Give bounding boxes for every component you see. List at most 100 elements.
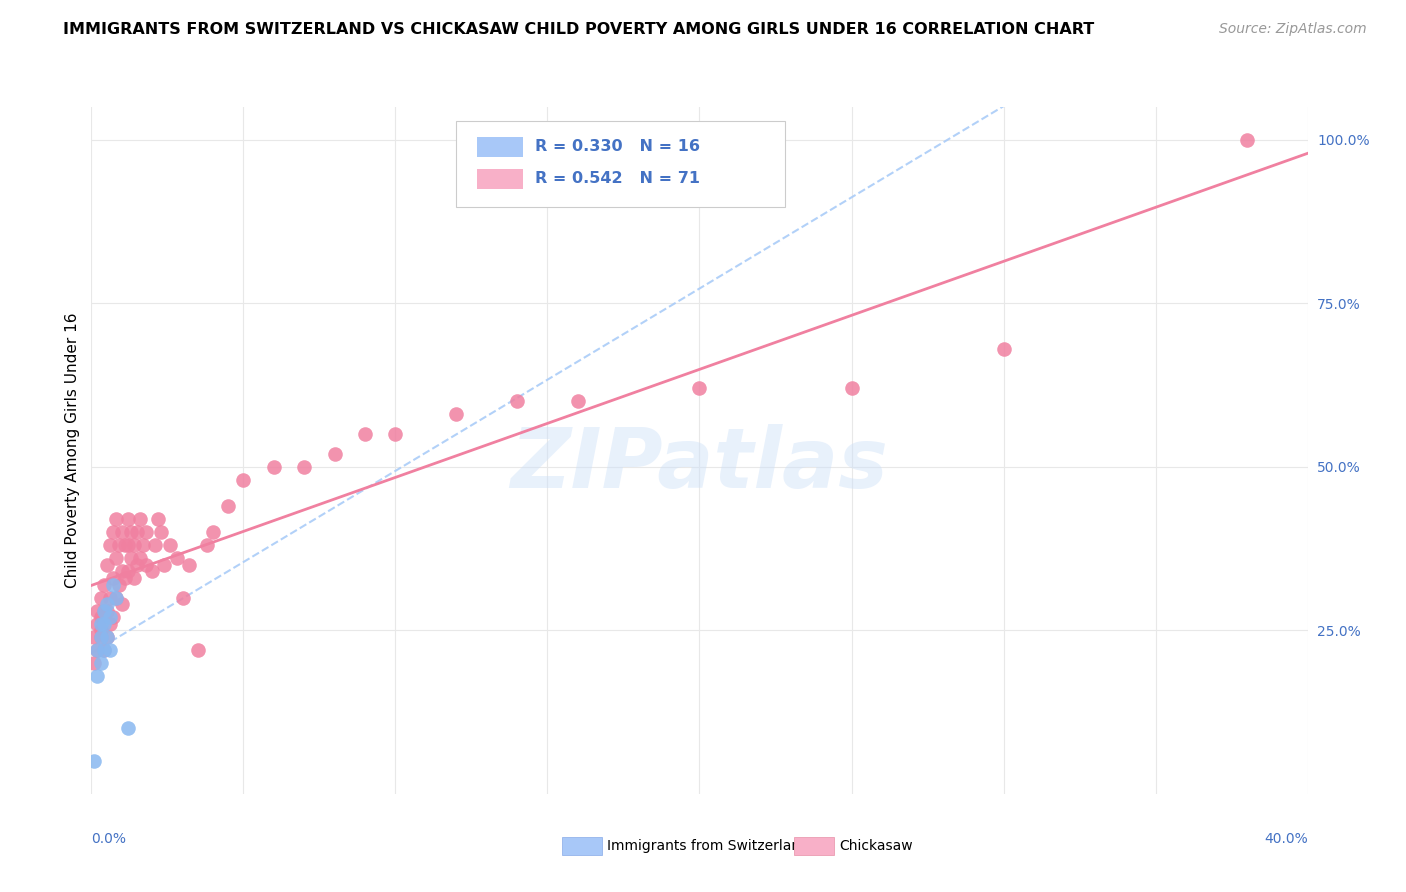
Point	[187, 643, 209, 657]
Point	[93, 643, 115, 657]
Point	[172, 591, 194, 605]
Point	[107, 538, 129, 552]
Point	[93, 604, 115, 618]
Point	[96, 630, 118, 644]
Text: ZIPatlas: ZIPatlas	[510, 424, 889, 505]
Text: Source: ZipAtlas.com: Source: ZipAtlas.com	[1219, 22, 1367, 37]
FancyBboxPatch shape	[477, 136, 523, 157]
Point	[217, 499, 239, 513]
Point	[292, 459, 315, 474]
Point	[107, 577, 129, 591]
Point	[86, 616, 108, 631]
Point	[93, 577, 115, 591]
Point	[132, 538, 155, 552]
Point	[153, 558, 176, 572]
Point	[150, 525, 173, 540]
Point	[841, 381, 863, 395]
Text: 40.0%: 40.0%	[1264, 831, 1308, 846]
Point	[93, 604, 115, 618]
Point	[86, 669, 108, 683]
Point	[117, 565, 139, 579]
Text: Chickasaw: Chickasaw	[839, 838, 912, 853]
FancyBboxPatch shape	[477, 169, 523, 189]
Point	[86, 604, 108, 618]
Point	[263, 459, 285, 474]
Text: Immigrants from Switzerland: Immigrants from Switzerland	[607, 838, 810, 853]
Point	[202, 525, 225, 540]
Point	[117, 722, 139, 736]
Point	[111, 597, 134, 611]
Point	[117, 512, 139, 526]
FancyBboxPatch shape	[456, 120, 785, 207]
Point	[135, 558, 157, 572]
Point	[117, 538, 139, 552]
Point	[89, 610, 111, 624]
Point	[104, 551, 127, 566]
Point	[129, 512, 152, 526]
Point	[166, 551, 188, 566]
Point	[89, 656, 111, 670]
Point	[444, 408, 467, 422]
Point	[567, 394, 589, 409]
Point	[83, 656, 105, 670]
Point	[232, 473, 254, 487]
Point	[111, 525, 134, 540]
Point	[101, 571, 124, 585]
Point	[323, 447, 346, 461]
Text: R = 0.330   N = 16: R = 0.330 N = 16	[536, 138, 700, 153]
Point	[1236, 133, 1258, 147]
Point	[101, 525, 124, 540]
Point	[98, 538, 121, 552]
Point	[120, 525, 142, 540]
Point	[506, 394, 529, 409]
Point	[120, 551, 142, 566]
Point	[98, 591, 121, 605]
Point	[89, 591, 111, 605]
Point	[96, 630, 118, 644]
Text: 0.0%: 0.0%	[91, 831, 127, 846]
Point	[114, 571, 136, 585]
Point	[993, 342, 1015, 356]
Point	[96, 558, 118, 572]
Point	[688, 381, 710, 395]
Point	[83, 630, 105, 644]
Point	[195, 538, 218, 552]
Point	[93, 616, 115, 631]
Point	[86, 643, 108, 657]
Point	[129, 551, 152, 566]
Point	[354, 427, 377, 442]
Text: R = 0.542   N = 71: R = 0.542 N = 71	[536, 171, 700, 186]
Point	[101, 610, 124, 624]
Point	[114, 538, 136, 552]
Point	[104, 591, 127, 605]
Point	[384, 427, 406, 442]
Point	[98, 610, 121, 624]
Point	[96, 597, 118, 611]
Point	[104, 591, 127, 605]
Point	[122, 571, 145, 585]
Point	[98, 643, 121, 657]
Point	[141, 565, 163, 579]
Point	[104, 512, 127, 526]
Point	[89, 630, 111, 644]
Y-axis label: Child Poverty Among Girls Under 16: Child Poverty Among Girls Under 16	[65, 313, 80, 588]
Point	[125, 525, 148, 540]
Point	[96, 604, 118, 618]
Point	[143, 538, 166, 552]
Point	[93, 643, 115, 657]
Point	[159, 538, 181, 552]
Point	[89, 624, 111, 638]
Point	[135, 525, 157, 540]
Point	[83, 754, 105, 768]
Point	[125, 558, 148, 572]
Point	[122, 538, 145, 552]
Point	[89, 616, 111, 631]
Point	[148, 512, 170, 526]
Text: IMMIGRANTS FROM SWITZERLAND VS CHICKASAW CHILD POVERTY AMONG GIRLS UNDER 16 CORR: IMMIGRANTS FROM SWITZERLAND VS CHICKASAW…	[63, 22, 1094, 37]
Point	[98, 616, 121, 631]
Point	[111, 565, 134, 579]
Point	[101, 577, 124, 591]
Point	[177, 558, 200, 572]
Point	[89, 630, 111, 644]
Point	[86, 643, 108, 657]
